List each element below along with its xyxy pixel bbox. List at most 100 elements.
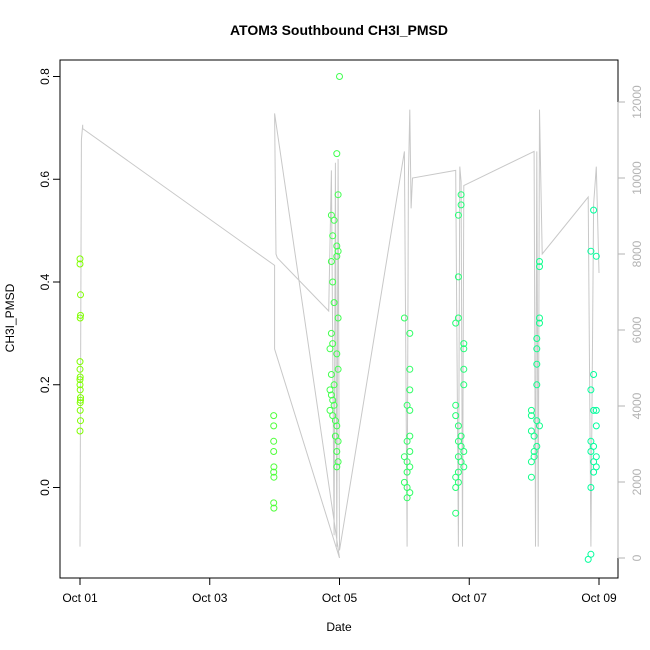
data-point — [400, 314, 408, 322]
data-point — [403, 468, 411, 476]
data-point — [536, 319, 543, 327]
y-tick-label: 0.6 — [38, 171, 52, 188]
data-point — [406, 365, 414, 373]
data-point — [329, 396, 337, 404]
data-point — [270, 504, 278, 512]
data-point — [326, 386, 334, 394]
data-point — [76, 314, 84, 322]
data-point — [533, 360, 541, 368]
data-point — [270, 437, 278, 445]
data-point — [333, 252, 341, 260]
data-point — [406, 406, 414, 414]
data-point — [533, 335, 541, 342]
data-point — [460, 365, 468, 373]
x-tick-label: Oct 09 — [581, 591, 617, 605]
data-point — [76, 255, 84, 263]
x-tick-label: Oct 01 — [62, 591, 98, 605]
data-point — [533, 381, 541, 389]
data-point — [334, 191, 342, 199]
data-point — [460, 381, 468, 389]
data-point — [452, 509, 460, 517]
data-point — [270, 448, 278, 455]
data-point — [592, 406, 600, 414]
y-tick-label: 0.8 — [38, 68, 52, 85]
data-point — [590, 406, 598, 414]
data-point — [326, 345, 334, 353]
y2-tick-label: 2000 — [630, 468, 644, 495]
x-tick-label: Oct 07 — [452, 591, 488, 605]
data-point — [76, 381, 84, 389]
data-point — [270, 468, 278, 476]
y2-tick-label: 0 — [630, 554, 644, 561]
data-point — [333, 350, 341, 358]
data-point — [536, 263, 543, 271]
y-tick-label: 0.0 — [38, 479, 52, 496]
data-point — [270, 499, 278, 507]
data-point — [592, 252, 600, 260]
y2-tick-label: 4000 — [630, 392, 644, 419]
chart-title: ATOM3 Southbound CH3I_PMSD — [230, 22, 448, 38]
y-tick-label: 0.4 — [38, 273, 52, 290]
data-point — [457, 201, 465, 209]
data-point — [584, 555, 592, 563]
y2-tick-label: 10000 — [630, 161, 644, 195]
x-tick-label: Oct 03 — [192, 591, 228, 605]
data-point — [452, 484, 460, 491]
data-point — [536, 422, 543, 430]
data-point — [334, 437, 342, 445]
data-point — [76, 358, 84, 366]
data-point — [527, 406, 535, 414]
data-point — [327, 391, 335, 399]
data-point — [457, 191, 465, 199]
y2-tick-label: 6000 — [630, 316, 644, 343]
data-point — [334, 365, 342, 373]
data-point — [452, 319, 460, 327]
data-point — [536, 314, 543, 322]
x-axis-label: Date — [326, 620, 352, 634]
scatter-points — [76, 73, 600, 563]
data-point — [330, 216, 338, 224]
data-point — [334, 458, 342, 466]
y2-tick-label: 8000 — [630, 240, 644, 267]
data-point — [334, 314, 342, 322]
data-point — [590, 206, 598, 214]
data-point — [77, 311, 84, 319]
data-point — [406, 386, 414, 394]
data-point — [536, 258, 543, 265]
data-point — [334, 247, 342, 255]
data-point — [452, 401, 460, 409]
data-point — [527, 458, 535, 466]
data-point — [270, 473, 278, 481]
data-point — [76, 427, 84, 435]
data-point — [76, 376, 84, 384]
data-point — [327, 371, 335, 378]
data-point — [330, 401, 338, 409]
data-point — [460, 448, 468, 455]
data-point — [77, 394, 84, 402]
data-point — [76, 406, 84, 414]
data-point — [454, 211, 462, 219]
data-point — [333, 463, 341, 471]
data-point — [527, 473, 535, 481]
data-point — [76, 373, 84, 381]
data-point — [454, 422, 462, 430]
data-point — [530, 432, 538, 440]
data-point — [587, 484, 595, 491]
line-series — [79, 109, 600, 559]
data-point — [76, 260, 84, 268]
data-point — [330, 299, 338, 307]
data-point — [327, 258, 335, 265]
data-point — [76, 399, 84, 407]
data-point — [270, 412, 278, 420]
y2-tick-label: 12000 — [630, 85, 644, 119]
data-point — [331, 417, 339, 425]
data-point — [590, 371, 598, 378]
data-point — [333, 422, 341, 430]
data-point — [460, 463, 468, 471]
data-point — [336, 73, 343, 80]
data-point — [527, 412, 535, 420]
data-point — [403, 494, 411, 502]
data-point — [333, 448, 341, 455]
